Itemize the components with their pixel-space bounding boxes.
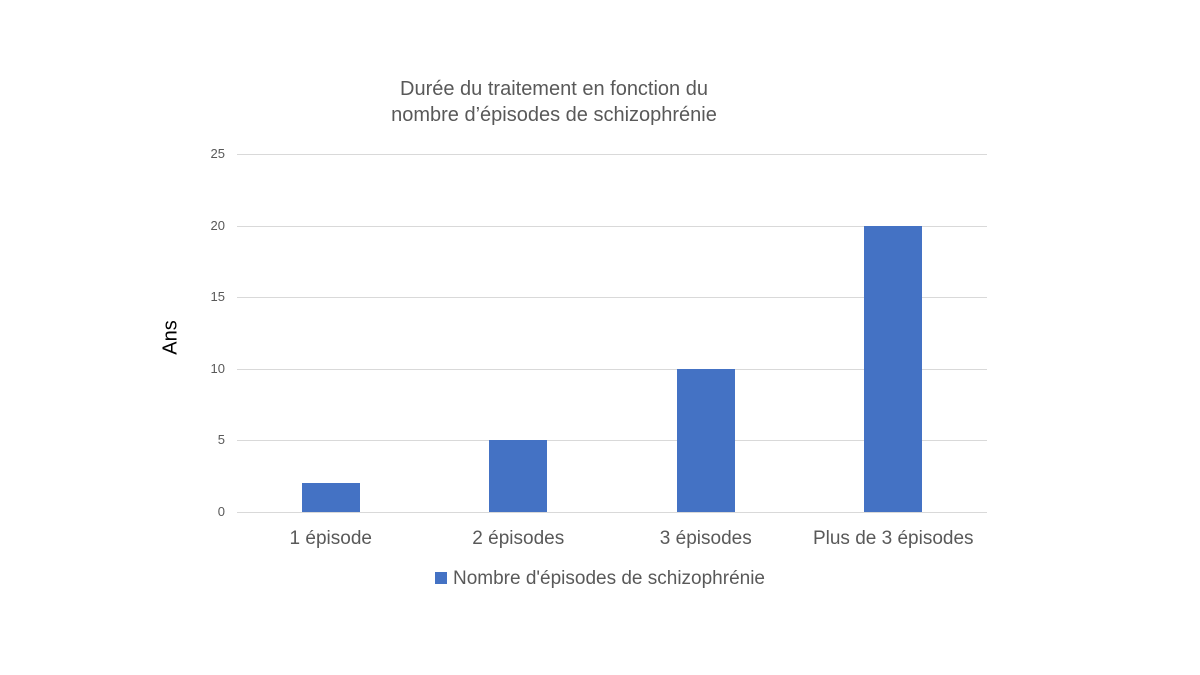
chart-title-line-1: Durée du traitement en fonction du bbox=[400, 78, 708, 100]
x-tick-label: 1 épisode bbox=[289, 528, 372, 549]
y-tick-label: 5 bbox=[217, 432, 225, 448]
legend-label: Nombre d'épisodes de schizophrénie bbox=[452, 568, 766, 589]
x-tick-label: 3 épisodes bbox=[659, 528, 752, 549]
bar bbox=[676, 368, 735, 512]
y-tick-label: 20 bbox=[210, 217, 225, 233]
y-tick-label: 25 bbox=[210, 146, 225, 161]
legend-swatch-icon bbox=[434, 572, 447, 584]
plot-area: 0 5 10 15 20 25 bbox=[211, 146, 987, 519]
chart-title: Durée du traitement en fonction du nombr… bbox=[300, 76, 808, 128]
y-tick-label: 0 bbox=[217, 504, 225, 519]
x-tick-label: Plus de 3 épisodes bbox=[812, 528, 974, 549]
y-tick-label: 15 bbox=[210, 289, 225, 305]
y-axis-label: Ans bbox=[159, 320, 182, 355]
chart-title-line-2: nombre d’épisodes de schizophrénie bbox=[391, 104, 717, 126]
x-tick-label: 2 épisodes bbox=[472, 528, 565, 549]
bar bbox=[864, 225, 923, 512]
gridline bbox=[237, 440, 987, 442]
legend: Nombre d'épisodes de schizophrénie bbox=[0, 568, 1200, 590]
bar bbox=[301, 483, 360, 512]
gridline bbox=[237, 297, 987, 299]
bar bbox=[489, 440, 548, 512]
gridline bbox=[237, 368, 987, 370]
y-tick-label: 10 bbox=[210, 360, 225, 376]
gridline bbox=[237, 225, 987, 227]
gridline bbox=[237, 512, 987, 513]
gridline bbox=[237, 154, 987, 155]
